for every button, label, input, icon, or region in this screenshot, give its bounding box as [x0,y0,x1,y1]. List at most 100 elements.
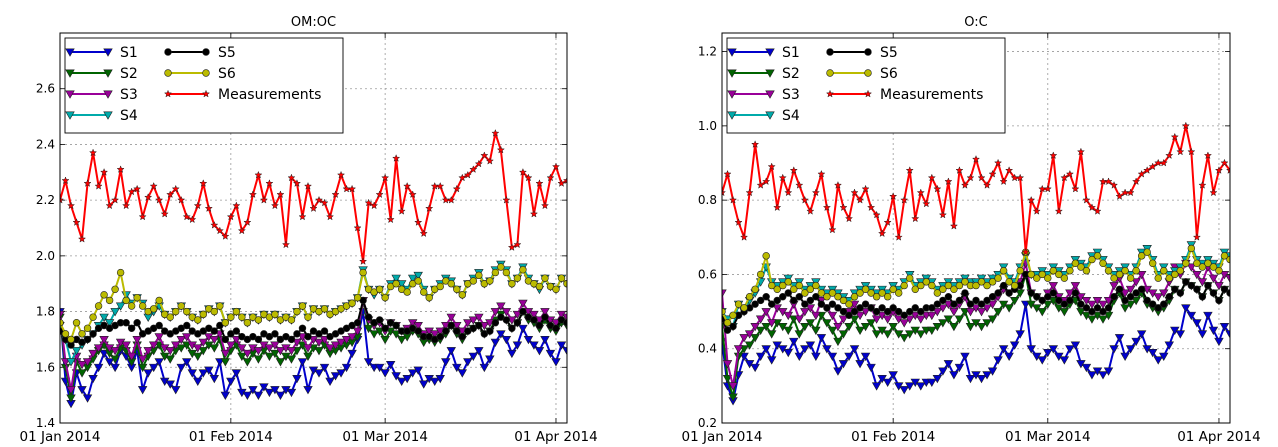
data-point [916,188,925,197]
data-point [1087,203,1097,212]
data-point [375,316,384,324]
data-point [1126,293,1135,301]
data-point [591,149,598,156]
data-point [137,355,148,364]
data-point [298,324,307,332]
data-point [944,293,953,301]
data-point [795,293,804,301]
data-point [1160,300,1168,308]
legend-item: Measurements [825,87,983,103]
data-point [176,335,186,345]
data-point [414,327,422,335]
data-point [939,296,947,305]
data-point [1159,352,1169,361]
data-point [364,198,373,207]
data-point [1098,300,1108,309]
chart-title: O:C [964,15,987,30]
data-point [883,307,892,316]
data-point [330,341,341,350]
data-point [767,162,776,171]
data-point [1225,274,1230,283]
data-point [446,313,456,322]
data-point [849,345,860,354]
data-point [93,363,104,373]
data-point [1192,232,1201,241]
data-point [1015,330,1025,339]
data-point [585,272,593,279]
data-point [1104,267,1113,275]
data-point [569,191,576,198]
legend-item: S3 [65,87,138,103]
data-point [1027,289,1035,297]
data-point [271,330,279,338]
data-point [1165,293,1173,301]
data-point [540,308,550,317]
data-point [999,281,1008,290]
data-point [336,369,346,378]
legend-label: S6 [218,66,236,82]
data-point [784,278,792,286]
data-point [1132,267,1140,275]
data-point [976,322,987,332]
data-point [143,347,153,356]
data-point [828,289,837,297]
data-point [1099,307,1107,316]
data-point [242,358,253,367]
data-point [88,349,98,359]
data-point [916,382,926,391]
data-point [1009,341,1020,350]
data-point [160,209,169,218]
legend-marker [765,111,775,120]
data-point [99,335,109,345]
data-point [750,363,760,373]
data-point [82,358,93,367]
data-point [446,347,456,356]
data-point [1077,300,1085,308]
data-point [1175,330,1186,339]
data-point [127,324,136,332]
data-point [833,367,843,376]
data-point [491,319,500,327]
data-point [209,335,220,345]
data-point [486,327,494,335]
data-point [148,363,159,373]
data-point [1048,345,1059,354]
data-point [982,319,992,328]
data-point [198,347,208,356]
data-point [242,391,253,400]
data-point [574,350,582,357]
legend-marker [103,69,113,78]
data-point [60,319,64,327]
data-point [827,311,838,321]
data-point [860,352,871,361]
data-point [844,322,854,332]
data-point [275,391,286,400]
data-point [358,257,368,265]
data-point [127,302,136,310]
data-point [508,280,516,288]
data-point [839,203,848,212]
legend-item: S2 [65,66,138,82]
data-point [761,345,771,354]
data-point [1026,345,1036,354]
y-tick-label: 1.0 [698,119,717,133]
data-point [292,179,302,187]
data-point [1043,348,1053,358]
data-point [137,386,148,395]
data-point [303,181,313,190]
data-point [574,325,582,332]
data-point [744,330,755,339]
data-point [1132,289,1140,297]
data-point [1148,259,1157,267]
data-point [849,315,860,324]
data-point [579,258,587,265]
data-point [806,296,815,305]
data-point [110,347,120,356]
y-tick-label: 2.4 [36,137,55,151]
data-point [392,321,400,330]
data-point [833,322,843,332]
data-point [529,209,539,218]
data-point [933,184,942,193]
data-point [1186,263,1197,272]
data-point [1242,279,1250,286]
